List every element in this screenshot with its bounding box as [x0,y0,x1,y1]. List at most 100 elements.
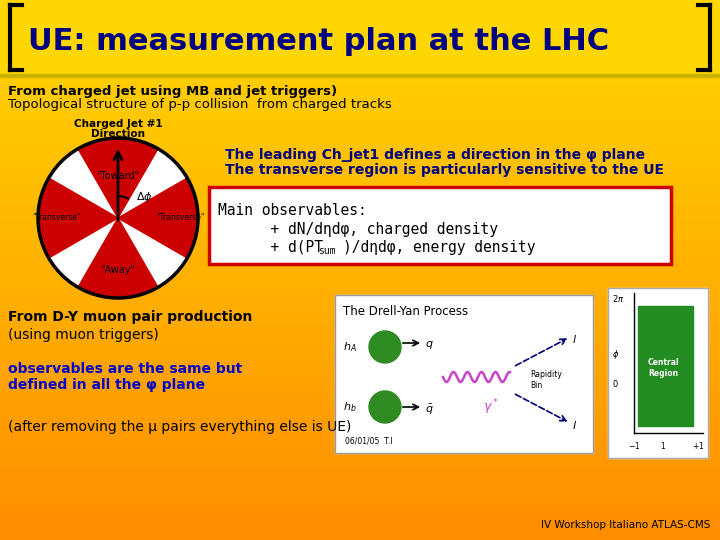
Bar [0,486,720,490]
Bar [0,500,720,504]
Text: IV Workshop Italiano ATLAS-CMS: IV Workshop Italiano ATLAS-CMS [541,520,710,530]
Bar [0,4,720,9]
Wedge shape [78,138,158,218]
Text: "Transverse": "Transverse" [32,213,80,222]
Bar [0,328,720,333]
Text: $h_b$: $h_b$ [343,400,356,414]
Bar [0,85,720,90]
Bar [0,63,720,68]
Bar [0,364,720,369]
Bar [0,18,720,23]
Bar [0,261,720,266]
Bar [0,126,720,131]
Bar [608,288,708,458]
Bar [0,14,720,18]
Text: $+1$: $+1$ [692,440,704,451]
Bar [0,90,720,94]
Bar [0,320,720,324]
Bar [0,463,720,468]
FancyBboxPatch shape [209,187,671,264]
Text: $-1$: $-1$ [628,440,640,451]
Bar [0,374,720,378]
Bar [0,378,720,382]
Bar [0,459,720,463]
Text: The transverse region is particularly sensitive to the UE: The transverse region is particularly se… [225,163,664,177]
Text: $\bar{q}$: $\bar{q}$ [425,403,433,417]
Bar [0,72,720,77]
Bar [0,58,720,63]
Bar [0,45,720,50]
Bar [0,207,720,212]
Bar [0,189,720,193]
Bar [0,193,720,198]
Bar [0,50,720,54]
Bar [0,387,720,392]
Text: "Away": "Away" [101,265,135,275]
Bar [0,122,720,126]
Bar [0,54,720,58]
Bar [0,9,720,14]
Bar [0,0,720,74]
Bar [0,315,720,320]
Bar [0,347,720,351]
Bar [0,351,720,355]
Bar [0,401,720,405]
Bar [0,153,720,158]
Text: defined in all the φ plane: defined in all the φ plane [8,378,205,392]
Bar [0,94,720,99]
Bar [0,202,720,207]
Text: + dN/dηdφ, charged density: + dN/dηdφ, charged density [218,222,498,237]
Bar [0,423,720,428]
Bar [0,81,720,85]
Bar [0,117,720,122]
Circle shape [369,391,401,423]
Bar [0,185,720,189]
Text: Topological structure of p-p collision  from charged tracks: Topological structure of p-p collision f… [8,98,392,111]
Text: $2\pi$: $2\pi$ [612,293,624,304]
Bar [335,295,593,453]
Bar [0,477,720,482]
Wedge shape [118,178,198,218]
Wedge shape [38,178,118,258]
Bar [0,247,720,252]
Text: $\gamma^*$: $\gamma^*$ [483,397,499,416]
Bar [0,171,720,176]
Bar [0,27,720,31]
Bar [0,31,720,36]
Bar [0,409,720,414]
Bar [335,295,593,453]
Bar [0,297,720,301]
Bar [0,405,720,409]
Bar [0,342,720,347]
Bar [0,306,720,310]
Text: "Transverse": "Transverse" [156,213,204,222]
Bar [0,180,720,185]
Text: Direction: Direction [91,129,145,139]
Bar [608,288,708,458]
Circle shape [38,138,198,298]
Bar [0,252,720,256]
Bar [0,230,720,234]
Bar [0,256,720,261]
Bar [0,243,720,247]
Bar [0,472,720,477]
Text: (using muon triggers): (using muon triggers) [8,328,158,342]
Bar [0,234,720,239]
Bar [0,74,720,77]
Text: $\phi$: $\phi$ [612,348,619,361]
Bar [0,414,720,418]
Bar [0,225,720,229]
Bar [638,306,693,426]
Bar [0,531,720,536]
Bar [0,216,720,220]
Text: $h_A$: $h_A$ [343,340,357,354]
Bar [0,495,720,500]
Bar [0,301,720,306]
Bar [0,310,720,315]
Text: (after removing the μ pairs everything else is UE): (after removing the μ pairs everything e… [8,420,351,434]
Bar [0,131,720,135]
Bar [0,338,720,342]
Bar [0,112,720,117]
Bar [0,355,720,360]
Bar [0,108,720,112]
